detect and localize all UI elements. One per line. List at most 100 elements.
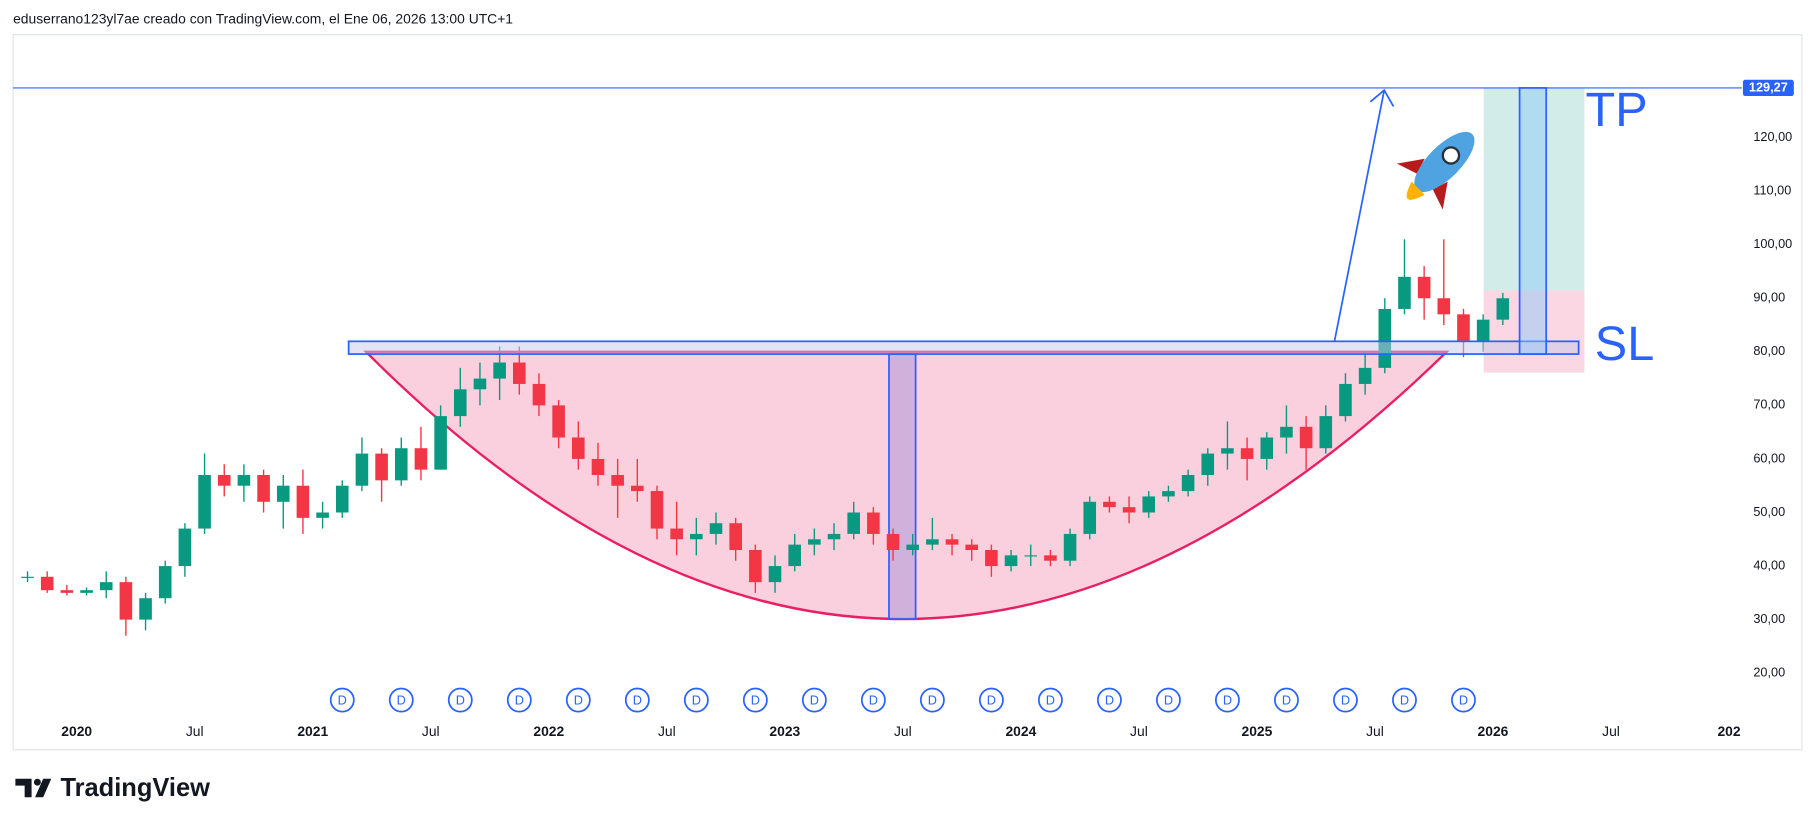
plot [21,87,1585,636]
candle-body [414,448,428,470]
candle-body [198,475,211,529]
candle-body [473,378,487,390]
x-tick-label: 2022 [533,723,564,739]
x-tick-label: Jul [894,723,912,739]
dividend-marker [1155,687,1181,713]
x-tick-label: 2021 [297,723,328,739]
x-tick-label: Jul [422,723,440,739]
candle-body [650,491,664,529]
y-tick-label: 100,00 [1753,236,1792,251]
candle-body [906,544,920,550]
dividend-marker [1333,687,1358,713]
x-tick-label: 2025 [1242,723,1273,739]
dividend-label: D [574,693,583,708]
dividend-label: D [1282,693,1291,708]
candle-body [237,475,251,486]
candle-body [827,533,841,540]
candle-body [591,458,605,476]
x-tick-label: Jul [186,723,204,739]
candle-body [1122,507,1136,513]
candle-body [788,544,801,567]
logo-mark [15,778,52,798]
candle-body [768,566,782,583]
dividend-marker [624,687,650,713]
dividend-marker [1451,687,1476,713]
candle-body [21,576,34,578]
dividend-marker [506,687,532,713]
dividend-label: D [751,693,760,708]
dividend-marker [919,687,945,713]
header: eduserrano123yl7ae creado con TradingVie… [13,10,513,26]
dividend-label: D [338,693,347,708]
dividend-marker [447,687,473,713]
dividend-marker [565,687,591,713]
candle-body [1103,501,1116,508]
rocket-fins [1396,158,1448,210]
dividend-label: D [869,693,878,708]
candle-body [709,523,723,534]
logo: TradingView [15,774,210,802]
y-tick-label: 80,00 [1753,343,1785,358]
candle-body [1083,501,1097,534]
cup-depth [888,353,917,620]
candle-body [99,582,113,591]
arrow-head [1369,88,1395,107]
candle-body [1299,426,1313,449]
dividend-label: D [1459,693,1468,708]
rocket-flame [1406,181,1425,200]
candle-body [296,485,310,518]
dividend-marker [742,687,768,713]
candle-body [335,485,349,513]
candle-body [257,475,270,502]
dividend-label: D [692,693,701,708]
candle-body [355,453,369,486]
dividend-label: D [987,693,996,708]
price-label: 129,27 [1749,79,1788,94]
y-tick-label: 20,00 [1753,665,1785,680]
candle-body [926,539,939,545]
candle-body [1319,416,1333,449]
dividend-marker [1274,687,1299,713]
x-tick-label: 2020 [61,723,92,739]
candle-body [867,512,880,534]
candle-body [217,475,231,486]
dividend-label: D [1400,693,1409,708]
candle-body [1142,496,1156,513]
dividend-marker [1392,687,1417,713]
candles [21,239,1510,636]
candle-body [1437,298,1451,315]
candle-body [1162,491,1175,497]
candle-body [1417,276,1431,299]
dividend-marker [1096,687,1122,713]
candle-body [631,485,644,492]
candle-body [1280,426,1293,438]
y-tick-label: 50,00 [1753,504,1785,519]
candle-body [453,389,467,417]
candle-body [158,566,172,599]
dividend-marker [801,687,827,713]
rocket-window [1441,146,1461,165]
dividend-label: D [1105,693,1114,708]
candle-body [1260,437,1274,459]
candle-body [1457,314,1470,342]
x-tick-label: 2026 [1478,723,1509,739]
chart-frame [12,34,1803,751]
candle-body [985,549,998,567]
candle-body [1221,448,1234,454]
arrow-line [1333,90,1386,342]
candle-body [808,539,821,545]
y-tick-label: 60,00 [1753,450,1785,465]
candle-body [493,362,506,379]
candle-body [1339,383,1352,417]
y-tick-label: 30,00 [1753,611,1785,626]
price-label-box [1742,79,1794,97]
candle-body [434,416,447,470]
candle-body [119,582,133,620]
candle-body [552,405,565,438]
candle-body [749,549,762,583]
candle-body [316,512,329,518]
candle-body [1358,367,1372,384]
candle-body [945,539,959,545]
candle-body [572,437,585,459]
